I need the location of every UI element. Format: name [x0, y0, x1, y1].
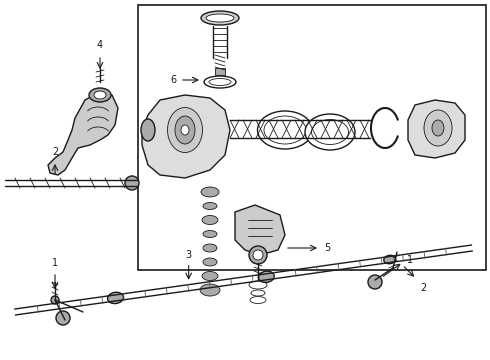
Ellipse shape	[203, 244, 217, 252]
Text: 2: 2	[52, 147, 58, 157]
Ellipse shape	[258, 111, 313, 149]
Ellipse shape	[305, 114, 355, 150]
Text: 6: 6	[170, 75, 176, 85]
Ellipse shape	[253, 250, 263, 260]
Ellipse shape	[249, 281, 267, 289]
Bar	[138, 5, 486, 270]
Ellipse shape	[312, 120, 348, 144]
Polygon shape	[235, 205, 285, 255]
Ellipse shape	[200, 284, 220, 296]
Ellipse shape	[201, 11, 239, 25]
Ellipse shape	[94, 91, 106, 99]
Ellipse shape	[203, 202, 217, 210]
Ellipse shape	[424, 110, 452, 146]
Ellipse shape	[51, 296, 59, 304]
Ellipse shape	[202, 271, 218, 280]
Ellipse shape	[249, 246, 267, 264]
Ellipse shape	[56, 311, 70, 325]
Bar	[215, 68, 225, 75]
Ellipse shape	[258, 271, 274, 283]
Ellipse shape	[141, 119, 155, 141]
Ellipse shape	[89, 88, 111, 102]
Ellipse shape	[201, 187, 219, 197]
Ellipse shape	[181, 125, 189, 135]
Ellipse shape	[209, 78, 231, 86]
Text: 4: 4	[97, 40, 103, 50]
Ellipse shape	[202, 216, 218, 225]
Text: 1: 1	[52, 258, 58, 268]
Text: 2: 2	[420, 283, 427, 293]
Ellipse shape	[384, 255, 396, 264]
Ellipse shape	[204, 76, 236, 88]
Ellipse shape	[203, 258, 217, 266]
Polygon shape	[48, 92, 118, 175]
Ellipse shape	[368, 275, 382, 289]
Ellipse shape	[108, 292, 123, 303]
Polygon shape	[408, 100, 465, 158]
Ellipse shape	[168, 108, 202, 153]
Ellipse shape	[206, 14, 234, 22]
Ellipse shape	[250, 297, 266, 303]
Text: 1: 1	[407, 255, 413, 265]
Polygon shape	[142, 95, 230, 178]
Text: 3: 3	[186, 250, 192, 260]
Ellipse shape	[125, 176, 139, 190]
Ellipse shape	[251, 290, 265, 296]
Ellipse shape	[175, 116, 195, 144]
Text: 5: 5	[324, 243, 330, 253]
Ellipse shape	[264, 116, 306, 144]
Ellipse shape	[203, 230, 217, 238]
Ellipse shape	[432, 120, 444, 136]
